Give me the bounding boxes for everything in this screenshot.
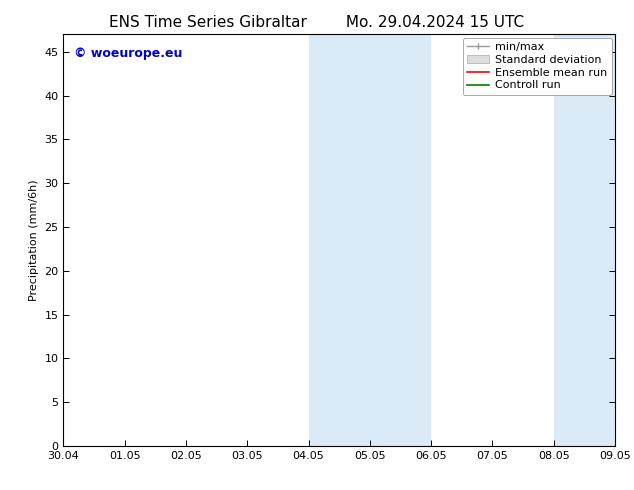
Bar: [585, 34, 615, 446]
Bar: [309, 34, 339, 446]
Bar: [339, 34, 431, 446]
Y-axis label: Precipitation (mm/6h): Precipitation (mm/6h): [29, 179, 39, 301]
Text: ENS Time Series Gibraltar        Mo. 29.04.2024 15 UTC: ENS Time Series Gibraltar Mo. 29.04.2024…: [110, 15, 524, 30]
Legend: min/max, Standard deviation, Ensemble mean run, Controll run: min/max, Standard deviation, Ensemble me…: [463, 38, 612, 95]
Text: © woeurope.eu: © woeurope.eu: [74, 47, 183, 60]
Bar: [553, 34, 585, 446]
